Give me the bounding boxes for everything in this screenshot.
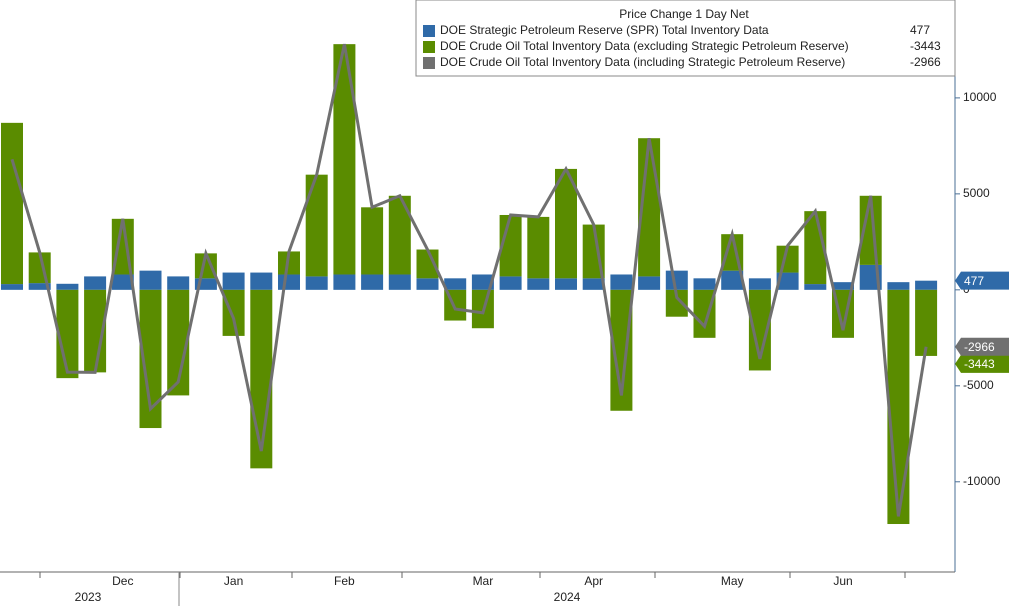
x-tick-label: Dec xyxy=(112,574,133,588)
spr-bar xyxy=(527,278,550,290)
y-tick-label: 5000 xyxy=(963,186,990,200)
crude-bar xyxy=(416,249,439,279)
spr-bar xyxy=(1,284,23,290)
crude-bar xyxy=(56,289,79,379)
legend-title: Price Change 1 Day Net xyxy=(619,7,749,21)
value-tag: -3443 xyxy=(955,354,1009,373)
legend-label: DOE Crude Oil Total Inventory Data (excl… xyxy=(440,39,849,53)
x-tick-label: Apr xyxy=(584,574,603,588)
legend-value: -3443 xyxy=(910,39,941,53)
spr-bar xyxy=(111,274,134,290)
crude-bar xyxy=(388,195,411,275)
spr-bar xyxy=(610,274,633,290)
legend-value: -2966 xyxy=(910,55,941,69)
spr-bar xyxy=(388,274,411,290)
spr-bar xyxy=(499,276,522,290)
spr-bar xyxy=(250,272,273,290)
value-tag-label: -2966 xyxy=(964,340,995,354)
value-tag: 477 xyxy=(955,271,1009,290)
spr-bar xyxy=(305,276,328,290)
crude-bar xyxy=(527,216,550,279)
spr-bar xyxy=(693,278,716,290)
value-tag-box xyxy=(955,271,1009,290)
spr-bar xyxy=(222,272,245,290)
spr-bar xyxy=(638,276,661,290)
x-tick-label: Mar xyxy=(473,574,494,588)
crude-bar xyxy=(887,289,910,525)
value-tag-label: -3443 xyxy=(964,357,995,371)
y-tick-label: -10000 xyxy=(963,474,1001,488)
spr-bar xyxy=(278,274,300,290)
spr-bar xyxy=(84,276,107,290)
crude-bar xyxy=(693,289,716,338)
crude-bar xyxy=(1,122,23,285)
year-label: 2023 xyxy=(75,590,102,604)
y-tick-label: -5000 xyxy=(963,378,994,392)
x-tick-label: May xyxy=(721,574,744,588)
spr-bar xyxy=(887,282,910,290)
y-tick-label: 10000 xyxy=(963,90,997,104)
spr-bar xyxy=(139,270,162,290)
spr-bar xyxy=(804,284,827,290)
crude-bar xyxy=(84,289,107,373)
value-tag-box xyxy=(955,354,1009,373)
spr-bar xyxy=(748,278,771,290)
legend-swatch xyxy=(423,57,435,69)
spr-bar xyxy=(167,276,190,290)
spr-bar xyxy=(832,282,854,290)
x-tick-label: Jan xyxy=(224,574,243,588)
spr-bar xyxy=(582,278,605,290)
spr-bar xyxy=(444,278,467,290)
crude-bar xyxy=(167,289,190,396)
spr-bar xyxy=(361,274,384,290)
legend-swatch xyxy=(423,41,435,53)
x-tick-label: Feb xyxy=(334,574,355,588)
crude-bar xyxy=(278,251,300,275)
total-line xyxy=(10,43,928,517)
spr-bar xyxy=(56,283,79,290)
spr-bar xyxy=(915,280,938,290)
spr-bar xyxy=(333,274,356,290)
crude-bar xyxy=(139,289,162,429)
spr-bar xyxy=(28,283,51,290)
legend-swatch xyxy=(423,25,435,37)
spr-bar xyxy=(776,272,799,290)
x-tick-label: Jun xyxy=(833,574,852,588)
crude-bar xyxy=(555,168,577,279)
legend-label: DOE Crude Oil Total Inventory Data (incl… xyxy=(440,55,845,69)
crude-bar xyxy=(222,289,245,336)
crude-bar xyxy=(361,207,384,275)
crude-bar xyxy=(748,289,771,371)
value-tag-label: 477 xyxy=(964,274,984,288)
spr-bar xyxy=(555,278,577,290)
value-tag-box xyxy=(955,337,1009,356)
spr-bar xyxy=(665,270,688,290)
crude-bar xyxy=(665,289,688,317)
legend-value: 477 xyxy=(910,23,930,37)
spr-bar xyxy=(194,278,217,290)
legend-box xyxy=(415,0,956,77)
spr-bar xyxy=(471,274,494,290)
value-tag: -2966 xyxy=(955,337,1009,356)
spr-bar xyxy=(416,278,439,290)
crude-bar xyxy=(610,289,633,411)
legend-label: DOE Strategic Petroleum Reserve (SPR) To… xyxy=(440,23,769,37)
legend: Price Change 1 Day Net DOE Strategic Petr… xyxy=(415,0,956,77)
crude-bar xyxy=(915,289,938,356)
crude-bar xyxy=(305,174,328,277)
crude-bar xyxy=(333,44,356,275)
spr-bar xyxy=(721,270,744,290)
year-label: 2024 xyxy=(554,590,581,604)
